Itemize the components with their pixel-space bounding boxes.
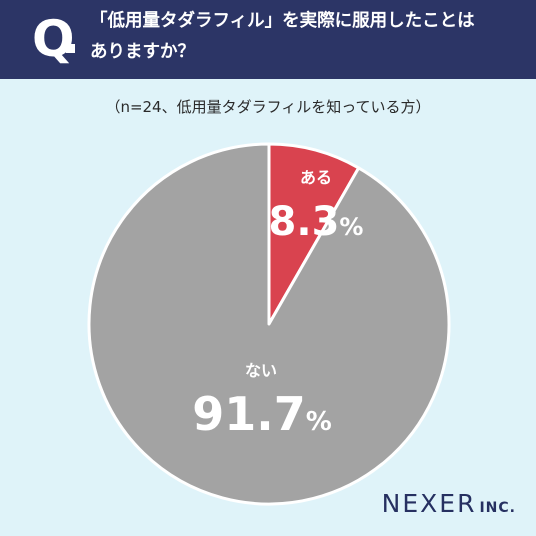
slice-value-label: 8.3% (269, 199, 364, 245)
question-line-2: ありますか？ (90, 42, 195, 62)
sample-note: （n=24、低用量タダラフィルを知っている方） (105, 98, 431, 116)
question-mark-label: Q (32, 10, 75, 68)
question-text: 「低用量タダラフィル」を実際に服用したことは ありますか？ (90, 6, 530, 68)
logo-sub-text: INC. (479, 500, 516, 516)
header-banner: Q 「低用量タダラフィル」を実際に服用したことは ありますか？ (0, 0, 536, 79)
logo-main-text: NEXER (381, 489, 477, 518)
pie-slice-no (87, 142, 451, 506)
slice-value-label: 91.7% (192, 387, 332, 441)
question-dot (66, 44, 75, 53)
pie-slice-yes (267, 142, 361, 326)
slice-category-label: ない (245, 361, 277, 380)
company-logo: NEXER INC. (382, 489, 516, 518)
slice-category-label: ある (300, 168, 332, 187)
question-line-1: 「低用量タダラフィル」を実際に服用したことは (90, 11, 475, 31)
